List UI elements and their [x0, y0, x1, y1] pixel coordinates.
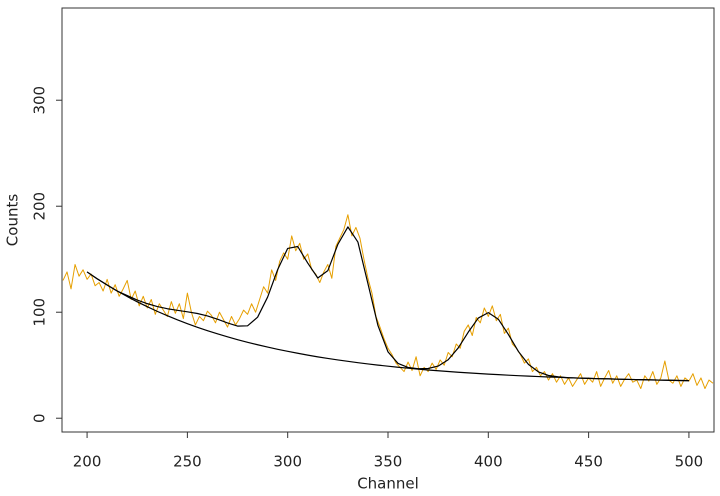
x-tick-label: 200	[73, 453, 102, 471]
y-axis-title: Counts	[4, 194, 22, 247]
y-tick-label: 0	[31, 413, 49, 423]
data-line	[62, 214, 714, 390]
x-tick-label: 500	[675, 453, 704, 471]
x-tick-label: 350	[374, 453, 403, 471]
x-tick-label: 400	[474, 453, 503, 471]
y-tick-label: 200	[31, 192, 49, 221]
x-tick-label: 300	[273, 453, 302, 471]
plot-area	[62, 214, 714, 390]
x-tick-label: 450	[574, 453, 603, 471]
x-tick-label: 250	[173, 453, 202, 471]
x-axis-title: Channel	[357, 475, 419, 493]
data-line	[86, 226, 689, 382]
y-tick-label: 300	[31, 86, 49, 115]
y-tick-label: 100	[31, 298, 49, 327]
